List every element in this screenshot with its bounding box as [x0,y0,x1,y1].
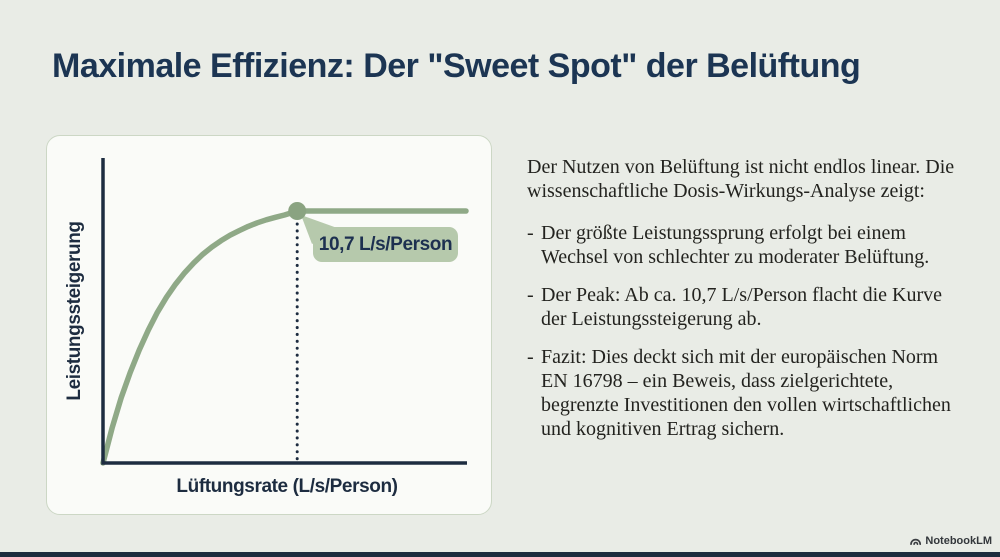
bullet-text: Fazit: Dies deckt sich mit der europäisc… [541,346,951,440]
bullet-item: - Der Peak: Ab ca. 10,7 L/s/Person flach… [527,283,961,331]
ventilation-chart [100,158,469,466]
chart-card: 10,7 L/s/Person Leistungssteigerung Lüft… [46,135,492,515]
footer-brand: NotebookLM [909,534,992,547]
bullet-item: - Fazit: Dies deckt sich mit der europäi… [527,345,961,441]
page-title: Maximale Effizienz: Der "Sweet Spot" der… [52,47,861,85]
bottom-accent-bar [0,552,1000,557]
bullet-marker: - [527,284,534,306]
bullet-marker: - [527,346,534,368]
bullet-text: Der Peak: Ab ca. 10,7 L/s/Person flacht … [541,284,943,330]
peak-marker-dot [288,202,307,220]
callout-label: 10,7 L/s/Person [318,233,453,255]
x-axis-label: Lüftungsrate (L/s/Person) [176,476,398,497]
text-column: Der Nutzen von Belüftung ist nicht endlo… [527,155,961,455]
bullet-marker: - [527,222,534,244]
footer-brand-label: NotebookLM [925,534,992,547]
dose-response-curve [100,208,469,466]
callout-bubble [313,227,458,262]
bullet-text: Der größte Leistungssprung erfolgt bei e… [541,222,930,268]
intro-paragraph: Der Nutzen von Belüftung ist nicht endlo… [527,156,955,202]
chart-axes [101,158,467,465]
bullet-item: - Der größte Leistungssprung erfolgt bei… [527,221,961,269]
notebooklm-logo-icon [910,538,922,546]
y-axis-label: Leistungssteigerung [64,221,85,401]
